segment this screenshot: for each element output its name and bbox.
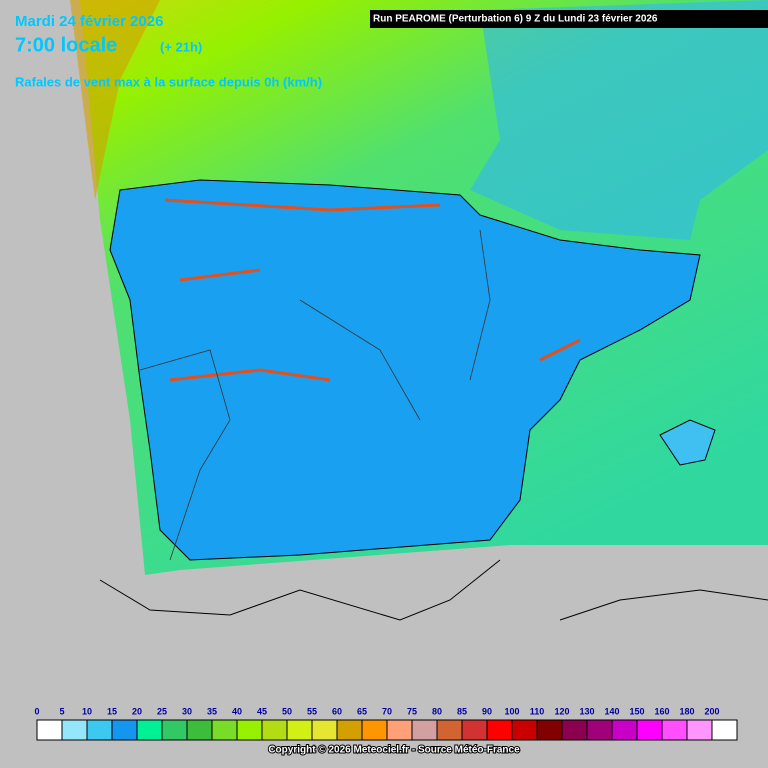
legend-swatch	[561, 719, 588, 741]
legend-swatch	[61, 719, 88, 741]
legend-swatch	[461, 719, 488, 741]
legend-label: 85	[457, 706, 467, 716]
legend-swatch	[636, 719, 663, 741]
legend-label: 75	[407, 706, 417, 716]
legend-swatch	[111, 719, 138, 741]
strong-wind-zone	[70, 0, 160, 200]
legend-label: 120	[554, 706, 569, 716]
forecast-date: Mardi 24 février 2026	[15, 13, 163, 30]
legend-label: 10	[82, 706, 92, 716]
forecast-offset: (+ 21h)	[160, 39, 202, 54]
france-land	[470, 0, 768, 240]
legend-swatch	[711, 719, 738, 741]
legend-swatch	[361, 719, 388, 741]
legend-label: 110	[530, 706, 545, 716]
forecast-time: 7:00 locale	[15, 34, 117, 56]
legend-swatch	[236, 719, 263, 741]
legend-swatch	[136, 719, 163, 741]
legend-label: 20	[132, 706, 142, 716]
legend-swatch	[411, 719, 438, 741]
legend-label: 25	[157, 706, 167, 716]
legend-label: 30	[182, 706, 192, 716]
legend-label: 35	[207, 706, 217, 716]
legend-label: 80	[432, 706, 442, 716]
legend-label: 200	[704, 706, 719, 716]
legend-swatch	[186, 719, 213, 741]
legend-swatch	[511, 719, 538, 741]
legend-label: 140	[604, 706, 619, 716]
legend-label: 0	[34, 706, 39, 716]
iberia-land	[109, 179, 701, 561]
legend: 0 5 10 15 20 25 30 35 40 45 50 55 60 65 70 75 80 85 90 100 1…	[34, 706, 738, 741]
ridge-gusts	[164, 198, 581, 382]
legend-label: 160	[654, 706, 669, 716]
legend-swatch	[36, 719, 63, 741]
legend-swatch	[336, 719, 363, 741]
legend-label: 180	[679, 706, 694, 716]
legend-swatch	[586, 719, 613, 741]
region-borders	[139, 229, 491, 561]
legend-label: 15	[107, 706, 117, 716]
legend-swatch	[161, 719, 188, 741]
legend-label: 130	[579, 706, 594, 716]
legend-label: 150	[629, 706, 644, 716]
legend-label: 60	[332, 706, 342, 716]
legend-label: 100	[504, 706, 519, 716]
legend-label: 50	[282, 706, 292, 716]
legend-swatch	[686, 719, 713, 741]
legend-swatch	[386, 719, 413, 741]
coast-lines	[99, 559, 768, 621]
legend-swatch	[286, 719, 313, 741]
run-box	[370, 10, 768, 28]
legend-label: 90	[482, 706, 492, 716]
legend-label: 45	[257, 706, 267, 716]
legend-label: 40	[232, 706, 242, 716]
run-info: Run PEAROME (Perturbation 6) 9 Z du Lund…	[373, 14, 658, 25]
legend-swatch	[261, 719, 288, 741]
legend-label: 55	[307, 706, 317, 716]
legend-label: 70	[382, 706, 392, 716]
mallorca	[659, 419, 716, 466]
legend-swatch	[311, 719, 338, 741]
legend-swatch	[661, 719, 688, 741]
legend-swatch	[211, 719, 238, 741]
legend-swatch	[86, 719, 113, 741]
legend-label: 65	[357, 706, 367, 716]
legend-label: 5	[59, 706, 64, 716]
map-title: Rafales de vent max à la surface depuis …	[15, 74, 322, 89]
legend-swatch	[611, 719, 638, 741]
legend-swatch	[536, 719, 563, 741]
legend-swatch	[436, 719, 463, 741]
legend-swatch	[486, 719, 513, 741]
copyright: Copyright © 2026 Meteociel.fr - Source M…	[268, 745, 520, 756]
